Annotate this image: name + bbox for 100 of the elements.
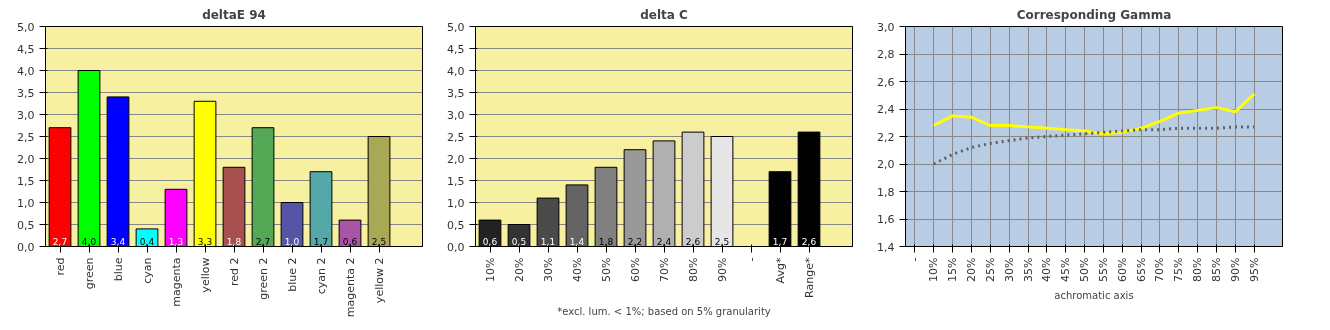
y-tick-label: 1,0 <box>17 196 35 210</box>
x-tick-label: blue <box>111 257 125 282</box>
x-axis-title: achromatic axis <box>1054 289 1134 301</box>
y-tick-label: 2,8 <box>877 48 895 61</box>
y-tick-label: 5,0 <box>17 20 35 34</box>
y-tick-label: 3,5 <box>447 86 465 100</box>
data-label: 3,4 <box>110 236 126 247</box>
y-tick-label: 3,0 <box>877 20 895 34</box>
x-tick-label: yellow <box>198 257 212 293</box>
x-tick-label: 80% <box>1191 257 1205 282</box>
x-tick-label: 70% <box>657 257 671 282</box>
y-tick-label: 1,6 <box>877 213 895 226</box>
data-label: 1,1 <box>540 236 556 247</box>
y-tick-label: 4,5 <box>17 42 35 56</box>
y-tick-label: 2,0 <box>17 152 35 166</box>
y-tick-label: 4,5 <box>447 42 465 56</box>
data-label: 1,4 <box>569 236 585 247</box>
y-tick-label: 1,0 <box>447 196 465 210</box>
x-tick-label: 90% <box>1228 257 1242 282</box>
y-tick-label: 3,0 <box>447 108 465 122</box>
x-tick-label: magenta 2 <box>343 257 357 318</box>
data-label: 4,0 <box>81 236 97 247</box>
x-tick-label: yellow 2 <box>372 257 386 304</box>
x-tick-label: 40% <box>1040 257 1054 282</box>
y-tick-label: 2,5 <box>447 130 465 144</box>
y-tick-label: 0,0 <box>17 240 35 254</box>
line-series <box>932 92 1256 136</box>
data-label: 2,6 <box>801 236 817 247</box>
y-tick-label: 1,4 <box>877 240 895 254</box>
data-label: 2,5 <box>714 236 730 247</box>
data-label: 0,6 <box>482 236 498 247</box>
y-tick-label: 2,5 <box>17 130 35 144</box>
x-tick-label: 45% <box>1059 257 1073 282</box>
y-tick-label: 2,0 <box>877 158 895 171</box>
data-label: 1,8 <box>598 236 614 247</box>
x-tick-label: 50% <box>599 257 613 282</box>
y-tick-label: 3,0 <box>17 108 35 122</box>
x-tick-label: green 2 <box>256 257 270 300</box>
x-tick-label: 80% <box>686 257 700 282</box>
chart-title: deltaE 94 <box>202 7 266 22</box>
x-tick-label: cyan <box>140 257 154 284</box>
x-tick-label: 30% <box>541 257 555 282</box>
x-tick-label: red <box>53 257 67 276</box>
y-tick-label: 2,2 <box>877 130 895 144</box>
y-tick-label: 0,5 <box>447 218 465 232</box>
x-tick-label: 55% <box>1096 257 1110 282</box>
y-tick-label: 3,5 <box>17 86 35 100</box>
x-tick-label: 70% <box>1153 257 1167 282</box>
data-label: 1,0 <box>284 236 300 247</box>
x-tick-label: Avg* <box>773 257 787 284</box>
data-label: 3,3 <box>197 236 213 247</box>
x-tick-label: 50% <box>1078 257 1092 282</box>
data-label: 2,6 <box>685 236 701 247</box>
y-tick-label: 1,8 <box>877 185 895 199</box>
data-label: 0,5 <box>511 236 527 247</box>
x-tick-label: 10% <box>927 257 941 282</box>
x-tick-label: blue 2 <box>285 257 299 292</box>
chart-title: Corresponding Gamma <box>1016 7 1172 22</box>
x-tick-label: Range* <box>802 257 816 298</box>
x-tick-label: 25% <box>983 257 997 282</box>
y-tick-label: 2,4 <box>877 103 895 116</box>
x-tick-label: 35% <box>1021 257 1035 282</box>
y-tick-label: 2,0 <box>447 152 465 166</box>
x-tick-label: 95% <box>1247 257 1261 282</box>
x-tick-label: 90% <box>715 257 729 282</box>
x-tick-label: 40% <box>570 257 584 282</box>
y-tick-label: 5,0 <box>447 20 465 34</box>
y-tick-label: 0,0 <box>447 240 465 254</box>
data-label: 2,5 <box>371 236 387 247</box>
data-label: 1,3 <box>168 236 184 247</box>
y-tick-label: 0,5 <box>17 218 35 232</box>
x-tick-label: 75% <box>1172 257 1186 282</box>
data-label: 2,2 <box>627 236 643 247</box>
x-tick-label: 60% <box>628 257 642 282</box>
x-tick-label: red 2 <box>227 257 241 287</box>
data-label: 1,7 <box>772 236 788 247</box>
x-tick-label: green <box>82 257 96 290</box>
chart-title: delta C <box>640 7 689 22</box>
x-tick-label: 30% <box>1002 257 1016 282</box>
y-tick-label: 1,5 <box>447 174 465 188</box>
data-label: 2,4 <box>656 236 672 247</box>
x-axis-title: *excl. lum. < 1%; based on 5% granularity <box>557 305 771 317</box>
y-tick-label: 1,5 <box>17 174 35 188</box>
x-tick-label: - <box>744 257 758 262</box>
data-label: 1,7 <box>313 236 329 247</box>
x-tick-label: - <box>908 257 922 262</box>
x-tick-label: 85% <box>1210 257 1224 282</box>
data-label: 2,7 <box>52 236 68 247</box>
y-tick-label: 4,0 <box>17 64 35 78</box>
data-label: 0,4 <box>139 236 155 247</box>
x-tick-label: 15% <box>946 257 960 282</box>
x-tick-label: 60% <box>1115 257 1129 282</box>
y-tick-label: 2,6 <box>877 75 895 89</box>
x-tick-label: magenta <box>169 257 183 307</box>
data-label: 1,8 <box>226 236 242 247</box>
x-tick-label: 65% <box>1134 257 1148 282</box>
x-tick-label: 10% <box>483 257 497 282</box>
line-series <box>932 125 1256 166</box>
data-label: 2,7 <box>255 236 271 247</box>
y-tick-label: 4,0 <box>447 64 465 78</box>
